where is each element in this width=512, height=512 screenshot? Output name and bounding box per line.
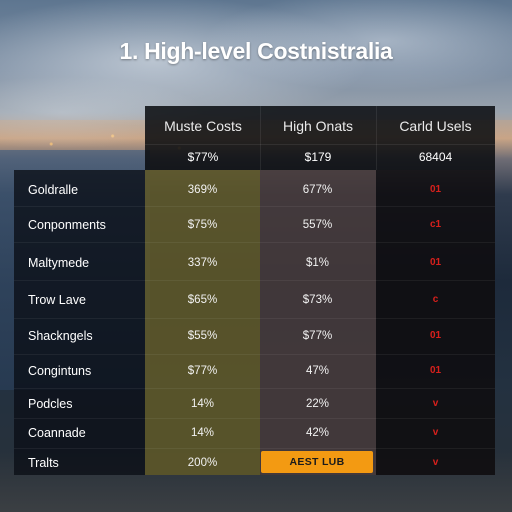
row-divider [14, 448, 495, 449]
cell-a: $65% [187, 294, 218, 306]
cell-b: 22% [305, 398, 330, 410]
cell-b: $77% [302, 330, 333, 342]
column-total-c: 68404 [418, 150, 453, 164]
column-c-panel [376, 170, 495, 475]
header-col-divider [376, 106, 377, 170]
cell-a: 369% [187, 184, 218, 196]
cell-b: $1% [305, 257, 330, 269]
row-label: Congintuns [28, 364, 92, 378]
row-divider [14, 418, 495, 419]
row-divider [14, 388, 495, 389]
row-label: Conponments [28, 218, 106, 232]
cell-a: 200% [187, 457, 218, 469]
cell-a: 14% [190, 398, 215, 410]
cell-c: 01 [429, 257, 442, 268]
cell-a: 14% [190, 427, 215, 439]
header-divider [145, 144, 495, 145]
table-header: Muste Costs High Onats Carld Usels $77% … [145, 106, 495, 170]
row-divider [14, 280, 495, 281]
cell-a: $77% [187, 365, 218, 377]
row-divider [14, 354, 495, 355]
row-label: Trow Lave [28, 293, 86, 307]
cell-b: 42% [305, 427, 330, 439]
cell-b: 677% [302, 184, 333, 196]
cell-c: 01 [429, 330, 442, 341]
row-label: Goldralle [28, 183, 79, 197]
cell-c: v [432, 427, 439, 438]
column-b-panel [260, 170, 376, 475]
cell-a: $55% [187, 330, 218, 342]
row-label: Maltymede [28, 256, 90, 270]
column-total-a: $77% [187, 150, 219, 164]
row-labels-panel [14, 170, 145, 475]
cell-c: v [432, 398, 439, 409]
column-header-muste-costs: Muste Costs [164, 118, 242, 134]
row-label: Podcles [28, 397, 73, 411]
column-header-carld-usels: Carld Usels [399, 118, 472, 134]
page-title: 1. High-level Costnistralia [119, 38, 393, 64]
cell-b: 557% [302, 219, 333, 231]
cell-a: 337% [187, 257, 218, 269]
aest-lub-button[interactable]: AEST LUB [261, 451, 373, 473]
row-divider [14, 206, 495, 207]
column-a-panel [145, 170, 260, 475]
cell-c: v [432, 457, 439, 468]
row-divider [14, 242, 495, 243]
column-total-b: $179 [304, 150, 332, 164]
row-label: Coannade [28, 426, 86, 440]
row-label: Tralts [28, 456, 59, 470]
cell-c: c [432, 294, 439, 305]
row-divider [14, 318, 495, 319]
cell-c: 01 [429, 365, 442, 376]
header-col-divider [260, 106, 261, 170]
cell-a: $75% [187, 219, 218, 231]
column-header-high-onats: High Onats [282, 118, 354, 134]
cell-c: 01 [429, 184, 442, 195]
cell-c: c1 [429, 219, 442, 230]
cell-b: 47% [305, 365, 330, 377]
cell-b: $73% [302, 294, 333, 306]
row-label: Shackngels [28, 329, 93, 343]
